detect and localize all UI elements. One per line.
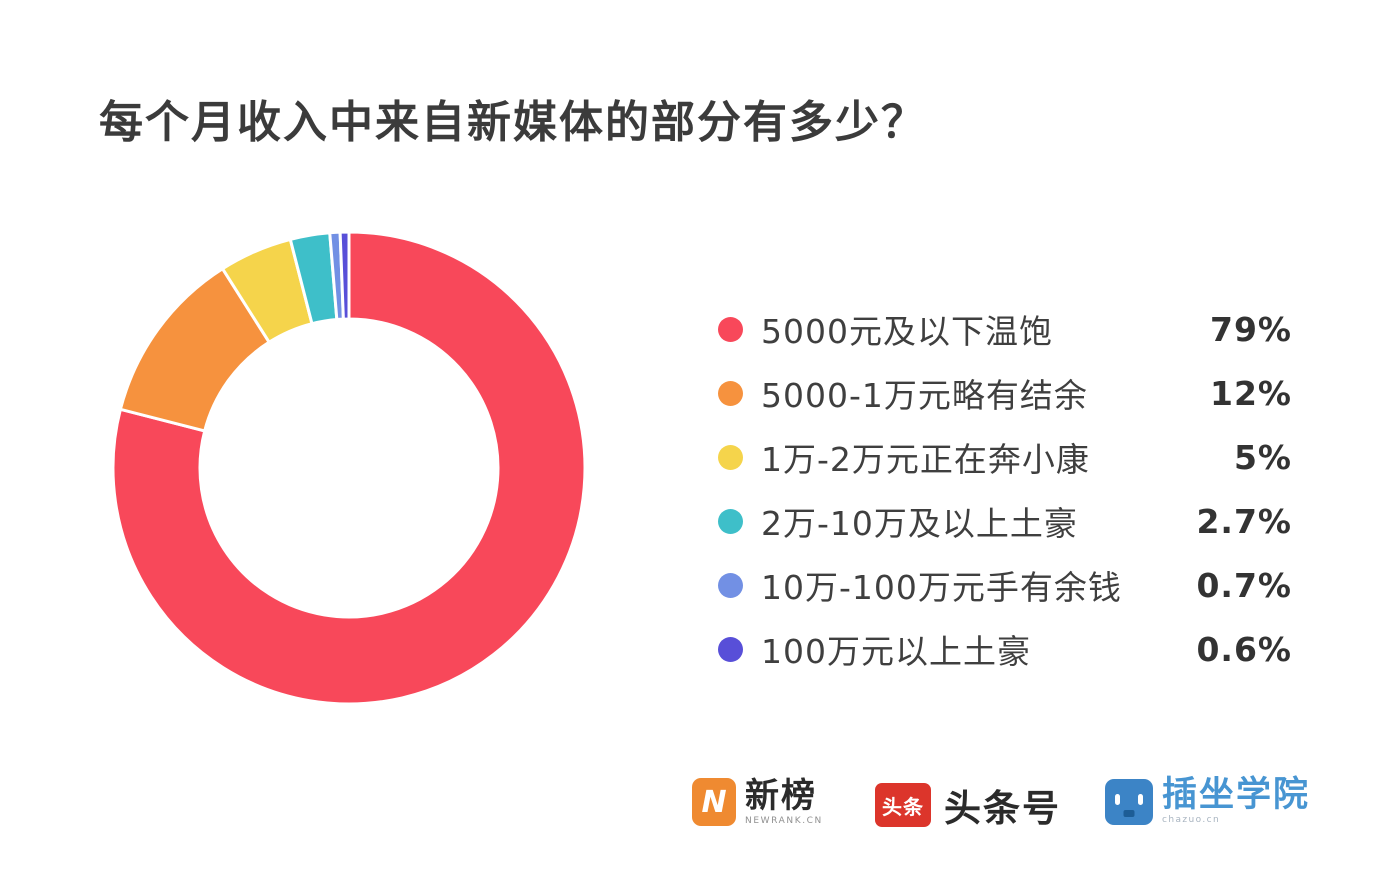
chart-legend: 5000元及以下温饱 79% 5000-1万元略有结余 12% 1万-2万元正在奔小康 5… — [708, 297, 1292, 681]
newrank-logo-icon: N — [692, 778, 736, 826]
legend-item: 5000元及以下温饱 79% — [708, 297, 1292, 361]
toutiao-logo-icon: 头条 — [875, 783, 931, 827]
legend-item-label: 100万元以上土豪 — [761, 632, 1031, 671]
robot-eye-icon — [1115, 793, 1120, 805]
chazuo-brand-text: 插坐学院 — [1162, 775, 1311, 815]
legend-item: 2万-10万及以上土豪 2.7% — [708, 489, 1292, 553]
legend-item-value: 2.7% — [1196, 501, 1292, 541]
legend-item-label: 1万-2万元正在奔小康 — [761, 440, 1090, 479]
legend-dot-icon — [718, 380, 743, 406]
robot-mouth-icon — [1123, 809, 1135, 817]
footer-logos: N 新榜 NEWRANK.CN 头条 头条号 插坐学院 chazuo.cn — [0, 778, 1399, 840]
donut-slice-0 — [111, 230, 587, 706]
legend-item: 100万元以上土豪 0.6% — [708, 617, 1292, 681]
legend-item-label: 5000元及以下温饱 — [761, 312, 1053, 351]
donut-chart — [111, 230, 587, 706]
legend-dot-icon — [718, 636, 743, 662]
legend-item-label: 10万-100万元手有余钱 — [761, 568, 1122, 607]
robot-eye-icon — [1138, 793, 1143, 805]
donut-slice-5 — [338, 230, 351, 321]
legend-item-value: 0.6% — [1196, 629, 1292, 669]
legend-item: 10万-100万元手有余钱 0.7% — [708, 553, 1292, 617]
chart-title: 每个月收入中来自新媒体的部分有多少？ — [99, 97, 927, 148]
newrank-brand-text: 新榜 — [745, 775, 817, 816]
legend-item-value: 0.7% — [1196, 565, 1292, 605]
chazuo-logo: 插坐学院 chazuo.cn — [1105, 778, 1310, 825]
legend-dot-icon — [718, 444, 743, 470]
legend-dot-icon — [718, 572, 743, 598]
legend-dot-icon — [718, 508, 743, 534]
legend-item: 1万-2万元正在奔小康 5% — [708, 425, 1292, 489]
legend-dot-icon — [718, 316, 743, 342]
newrank-brand-subtext: NEWRANK.CN — [745, 815, 823, 826]
legend-item-value: 12% — [1210, 373, 1292, 413]
legend-item-value: 5% — [1233, 437, 1292, 477]
toutiao-logo: 头条 头条号 — [875, 778, 1061, 832]
legend-item-label: 2万-10万及以上土豪 — [761, 504, 1078, 543]
toutiao-brand-text: 头条号 — [944, 787, 1061, 830]
legend-item-label: 5000-1万元略有结余 — [761, 376, 1088, 415]
chazuo-robot-icon — [1105, 778, 1153, 825]
chazuo-brand-subtext: chazuo.cn — [1162, 815, 1221, 825]
legend-item-value: 79% — [1210, 309, 1292, 349]
legend-item: 5000-1万元略有结余 12% — [708, 361, 1292, 425]
newrank-logo: N 新榜 NEWRANK.CN — [692, 778, 823, 826]
